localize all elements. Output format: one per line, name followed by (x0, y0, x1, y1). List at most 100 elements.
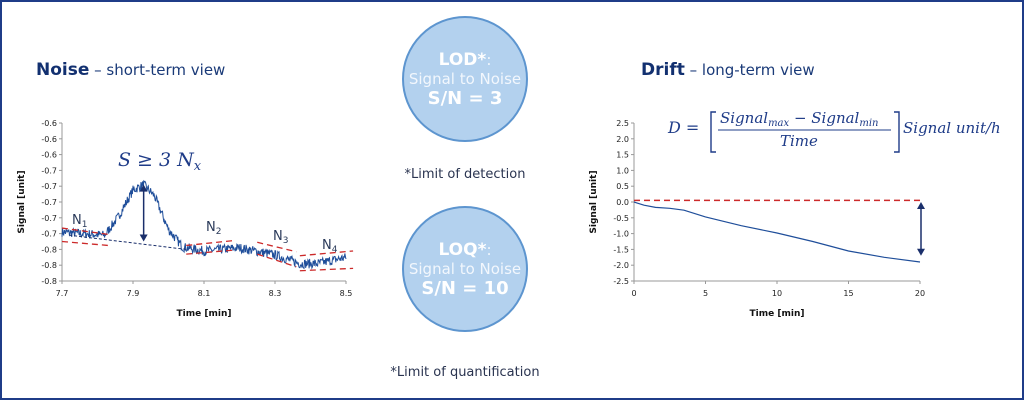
y-tick-label: -0.7 (41, 198, 57, 207)
loq-heading: LOQ* (438, 239, 487, 260)
noise-band-line (299, 267, 354, 272)
arrow-head-down (139, 234, 148, 242)
y-tick-label: -1.5 (613, 245, 629, 254)
x-tick-label: 15 (843, 289, 853, 298)
y-tick-label: 2.5 (616, 119, 629, 128)
lod-heading-row: LOD*: (404, 50, 526, 70)
y-axis-label: Signal [unit] (17, 170, 27, 233)
lod-circle: LOD*: Signal to Noise S/N = 3 (402, 16, 528, 142)
y-tick-label: -2.5 (613, 277, 629, 286)
x-axis-label: Time [min] (177, 309, 232, 319)
drift-title-rest: – long-term view (684, 61, 815, 79)
noise-equation-main: S ≥ 3 N (118, 149, 195, 171)
y-tick-label: -0.6 (41, 151, 57, 160)
loq-subtitle: Signal to Noise (408, 259, 522, 278)
noise-label-n4: N4 (322, 238, 338, 255)
lod-subtitle: Signal to Noise (408, 69, 522, 88)
x-tick-label: 7.9 (127, 289, 140, 298)
numerator-minus: − (789, 109, 811, 127)
formula-lhs: D = (667, 118, 699, 137)
noise-label-subscript: 3 (283, 236, 289, 246)
noise-band-line (186, 240, 233, 247)
loq-colon: : (486, 240, 492, 259)
x-tick-label: 10 (772, 289, 782, 298)
numerator-signal-max: Signal (720, 109, 768, 127)
drift-title: Drift – long-term view (641, 60, 815, 80)
arrow-head-up (139, 184, 148, 192)
loq-note: *Limit of quantification (390, 365, 540, 380)
y-tick-label: 2.0 (616, 135, 629, 144)
loq-heading-row: LOQ*: (404, 240, 526, 260)
noise-equation: S ≥ 3 Nx (118, 149, 202, 174)
y-tick-label: 0.0 (616, 198, 629, 207)
numerator-min-subscript: min (859, 118, 878, 129)
drift-title-bold: Drift (641, 60, 685, 80)
y-tick-label: 0.5 (616, 182, 629, 191)
y-tick-label: -0.7 (41, 214, 57, 223)
y-tick-label: -2.0 (613, 261, 629, 270)
noise-band-line (257, 241, 297, 253)
y-tick-label: -0.8 (41, 245, 57, 254)
y-tick-label: -0.7 (41, 166, 57, 175)
y-tick-label: -0.8 (41, 277, 57, 286)
y-tick-label: -0.7 (41, 230, 57, 239)
y-tick-label: -0.6 (41, 135, 57, 144)
x-tick-label: 8.1 (198, 289, 211, 298)
noise-band-line (257, 253, 297, 268)
noise-band-line (299, 250, 354, 257)
formula-brackets (710, 111, 900, 153)
numerator-max-subscript: max (768, 118, 789, 129)
noise-label-n1: N1 (72, 213, 87, 230)
noise-band-line (61, 240, 109, 247)
noise-title-rest: – short-term view (89, 61, 226, 79)
y-tick-label: -0.5 (613, 214, 629, 223)
drift-formula: D = Signalmax − Signalmin Time Signal un… (667, 109, 1001, 153)
loq-circle: LOQ*: Signal to Noise S/N = 10 (402, 206, 528, 332)
x-tick-label: 0 (631, 289, 636, 298)
noise-label-letter: N (72, 213, 82, 228)
x-tick-label: 8.5 (340, 289, 353, 298)
noise-label-subscript: 1 (82, 220, 88, 230)
noise-band-line (186, 249, 233, 255)
drift-trace (633, 201, 921, 263)
x-axis-label: Time [min] (750, 309, 805, 319)
noise-label-subscript: 2 (216, 227, 222, 237)
noise-label-letter: N (322, 238, 332, 253)
arrow-head-up (917, 202, 925, 209)
noise-label-letter: N (206, 220, 216, 235)
numerator-signal-min: Signal (811, 109, 859, 127)
x-tick-label: 8.3 (269, 289, 282, 298)
arrow-head-down (917, 248, 925, 256)
noise-label-n3: N3 (273, 229, 288, 246)
noise-band-line (61, 227, 109, 236)
y-tick-label: -0.6 (41, 119, 57, 128)
y-axis-label: Signal [unit] (589, 170, 599, 233)
lod-value: S/N = 3 (427, 87, 503, 109)
noise-label-subscript: 4 (332, 245, 338, 255)
formula-numerator: Signalmax − Signalmin (720, 109, 878, 129)
noise-title: Noise – short-term view (36, 60, 225, 80)
formula-unit: Signal unit/h (903, 119, 1001, 137)
lod-heading: LOD* (438, 49, 487, 70)
drift-chart: 2.5 2.0 1.5 1.0 0.5 0.0 -0.5 -1.0 -1.5 -2.0 -2.50 5… (589, 119, 925, 319)
x-tick-label: 7.7 (56, 289, 69, 298)
loq-value: S/N = 10 (421, 277, 509, 299)
x-tick-label: 20 (915, 289, 925, 298)
lod-note: *Limit of detection (404, 167, 526, 182)
formula-denominator: Time (780, 132, 818, 150)
noise-title-bold: Noise (36, 60, 90, 80)
noise-trace (61, 179, 347, 270)
noise-chart: -0.6 -0.6 -0.6 -0.7 -0.7 -0.7 -0.7 -0.7 -0.8 -0.8… (17, 119, 354, 319)
noise-equation-subscript: x (194, 159, 202, 174)
noise-label-letter: N (273, 229, 283, 244)
y-tick-label: -0.8 (41, 261, 57, 270)
baseline (69, 234, 187, 250)
y-tick-label: 1.0 (616, 166, 629, 175)
x-tick-label: 5 (703, 289, 708, 298)
y-tick-label: -1.0 (613, 230, 629, 239)
y-tick-label: -0.7 (41, 182, 57, 191)
lod-colon: : (486, 50, 492, 69)
y-tick-label: 1.5 (616, 151, 629, 160)
